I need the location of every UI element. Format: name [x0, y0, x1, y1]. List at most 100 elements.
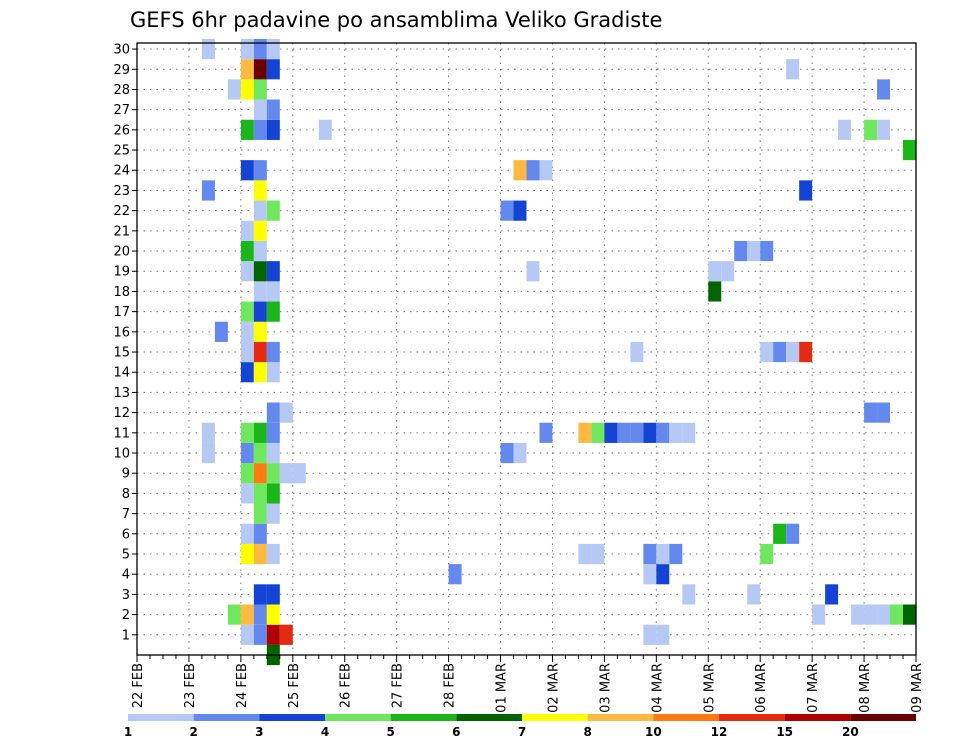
data-cell	[266, 463, 280, 484]
data-cell	[656, 564, 670, 585]
data-cell	[240, 442, 254, 464]
data-cell	[877, 79, 891, 100]
x-tick-label: 25 FEB	[287, 663, 302, 708]
data-cell	[240, 543, 254, 565]
data-cell	[279, 463, 293, 484]
x-tick-label: 01 MAR	[495, 663, 510, 713]
data-cell	[903, 139, 916, 161]
x-tick-label: 03 MAR	[598, 663, 613, 713]
data-cell	[708, 261, 722, 282]
data-cell	[643, 422, 657, 443]
data-cell	[240, 240, 254, 262]
data-cell	[240, 301, 254, 322]
data-cell	[669, 543, 683, 565]
y-tick-label: 3	[122, 588, 130, 603]
data-cell	[669, 422, 683, 443]
y-tick-label: 2	[122, 608, 130, 623]
y-tick-label: 6	[122, 527, 130, 542]
y-tick-label: 14	[113, 366, 130, 381]
data-cell	[721, 261, 735, 282]
data-cell	[253, 180, 267, 201]
data-cell	[734, 240, 748, 262]
y-tick-label: 30	[113, 43, 130, 58]
data-cell	[253, 220, 267, 241]
data-cell	[786, 59, 800, 80]
data-cell	[643, 624, 657, 645]
data-cell	[513, 200, 527, 221]
y-tick-label: 7	[122, 507, 130, 522]
data-cell	[838, 119, 852, 140]
y-tick-label: 16	[113, 325, 130, 340]
data-cell	[266, 604, 280, 625]
data-cell	[253, 503, 267, 524]
x-tick-label: 24 FEB	[235, 663, 250, 708]
data-cell	[877, 604, 891, 625]
data-cell	[747, 240, 761, 262]
data-cell	[240, 341, 254, 363]
data-cell	[253, 523, 267, 544]
data-cell	[266, 503, 280, 524]
data-cell	[253, 624, 267, 645]
y-tick-label: 24	[113, 164, 130, 179]
data-cell	[253, 341, 267, 363]
data-cell	[526, 261, 540, 282]
data-cell	[266, 543, 280, 565]
data-cells	[201, 38, 916, 666]
y-tick-label: 11	[113, 426, 130, 441]
data-cell	[253, 281, 267, 302]
x-tick-label: 23 FEB	[183, 663, 198, 708]
data-cell	[240, 261, 254, 282]
data-cell	[643, 564, 657, 585]
legend-label: 10	[645, 725, 662, 739]
data-cell	[682, 584, 696, 605]
y-tick-label: 21	[113, 224, 130, 239]
y-tick-label: 15	[113, 346, 130, 361]
data-cell	[266, 38, 280, 60]
data-cell	[201, 442, 215, 464]
data-cell	[643, 543, 657, 565]
data-cell	[240, 463, 254, 484]
data-cell	[201, 38, 215, 60]
y-tick-label: 19	[113, 265, 130, 280]
data-cell	[799, 341, 813, 363]
legend-swatch	[587, 714, 654, 721]
y-tick-label: 10	[113, 447, 130, 462]
y-tick-label: 27	[113, 103, 130, 118]
data-cell	[513, 160, 527, 181]
y-tick-label: 5	[122, 548, 130, 563]
x-tick-label: 04 MAR	[650, 663, 665, 713]
data-cell	[240, 119, 254, 140]
data-cell	[864, 604, 878, 625]
legend-label: 12	[711, 725, 728, 739]
data-cell	[773, 523, 787, 544]
legend-label: 20	[842, 725, 859, 739]
data-cell	[201, 180, 215, 201]
y-tick-label: 25	[113, 144, 130, 159]
y-tick-label: 12	[113, 406, 130, 421]
x-tick-label: 08 MAR	[858, 663, 873, 713]
y-tick-label: 17	[113, 305, 130, 320]
data-cell	[747, 584, 761, 605]
data-cell	[578, 543, 592, 565]
legend-label: 15	[776, 725, 793, 739]
data-cell	[240, 422, 254, 443]
chart-title: GEFS 6hr padavine po ansamblima Veliko G…	[130, 8, 662, 32]
data-cell	[500, 442, 514, 464]
data-cell	[864, 402, 878, 423]
data-cell	[253, 200, 267, 221]
legend-label: 4	[321, 725, 329, 739]
y-tick-label: 13	[113, 386, 130, 401]
legend-label: 6	[452, 725, 460, 739]
legend-label: 2	[189, 725, 197, 739]
x-tick-label: 02 MAR	[546, 663, 561, 713]
data-cell	[266, 281, 280, 302]
data-cell	[630, 341, 644, 363]
data-cell	[253, 38, 267, 60]
y-tick-label: 23	[113, 184, 130, 199]
data-cell	[253, 483, 267, 504]
color-legend: 1 2 3 4 5 6 7 8 10 12 15 20	[124, 714, 916, 739]
data-cell	[617, 422, 631, 443]
data-cell	[760, 240, 774, 262]
data-cell	[318, 119, 332, 140]
